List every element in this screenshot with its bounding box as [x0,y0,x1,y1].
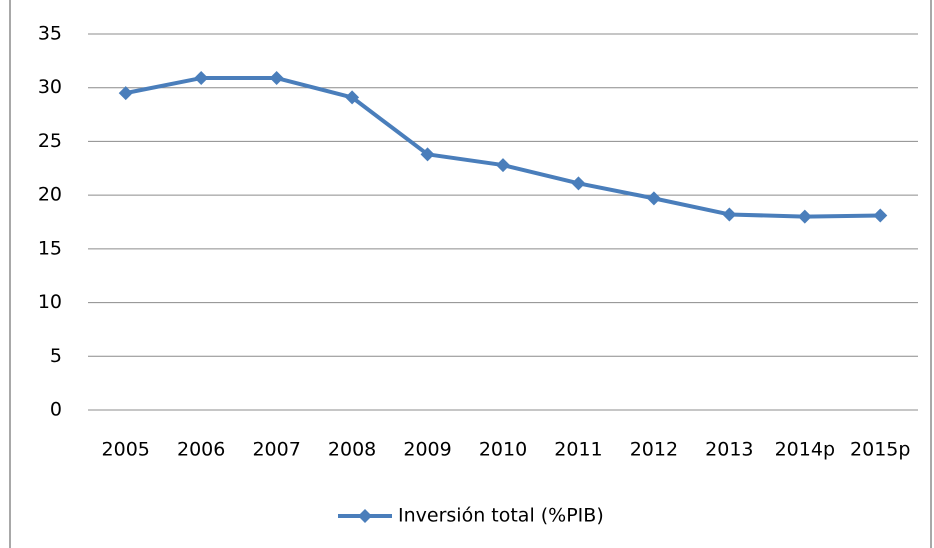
y-tick-label: 10 [38,291,62,313]
data-point [118,86,133,101]
data-point [571,176,586,191]
y-tick-label: 30 [38,76,62,98]
data-point [496,158,510,173]
x-tick-label: 2011 [554,439,602,461]
data-point [873,208,888,223]
data-point [797,209,812,224]
data-point [345,90,360,105]
x-tick-label: 2009 [403,439,451,461]
x-tick-label: 2014p [775,439,835,461]
x-tick-label: 2007 [252,439,300,461]
y-tick-label: 20 [38,184,62,206]
data-point [420,147,435,162]
legend-marker [358,509,372,523]
x-tick-label: 2008 [328,439,376,461]
x-tick-label: 2010 [479,439,527,461]
x-tick-label: 2013 [705,439,753,461]
x-tick-label: 2012 [630,439,678,461]
x-tick-label: 2006 [177,439,225,461]
data-point [194,71,209,86]
x-tick-label: 2015p [850,439,910,461]
y-tick-label: 5 [50,345,62,367]
legend-label: Inversión total (%PIB) [398,505,604,527]
x-tick-label: 2005 [102,439,150,461]
data-point [722,207,737,222]
data-point [646,191,661,206]
y-tick-label: 35 [38,23,62,45]
chart-frame [9,0,932,548]
y-tick-label: 15 [38,237,62,259]
data-point [269,71,284,86]
y-tick-label: 0 [50,399,62,421]
y-tick-label: 25 [38,130,62,152]
